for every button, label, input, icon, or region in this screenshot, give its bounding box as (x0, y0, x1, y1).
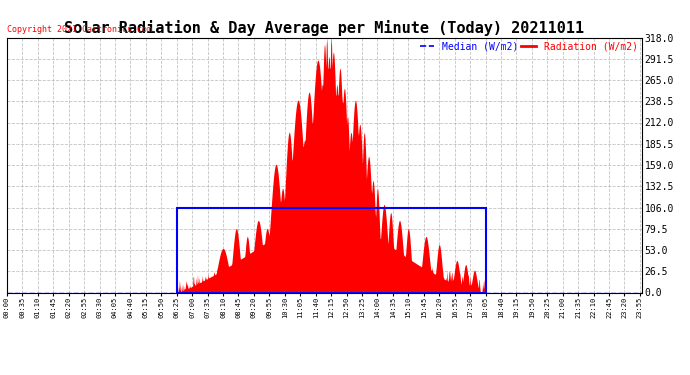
Bar (177, 207, 486, 292)
Text: Copyright 2021 Cartronics.com: Copyright 2021 Cartronics.com (7, 25, 152, 34)
Title: Solar Radiation & Day Average per Minute (Today) 20211011: Solar Radiation & Day Average per Minute… (64, 20, 584, 36)
Legend: Median (W/m2), Radiation (W/m2): Median (W/m2), Radiation (W/m2) (416, 38, 642, 55)
